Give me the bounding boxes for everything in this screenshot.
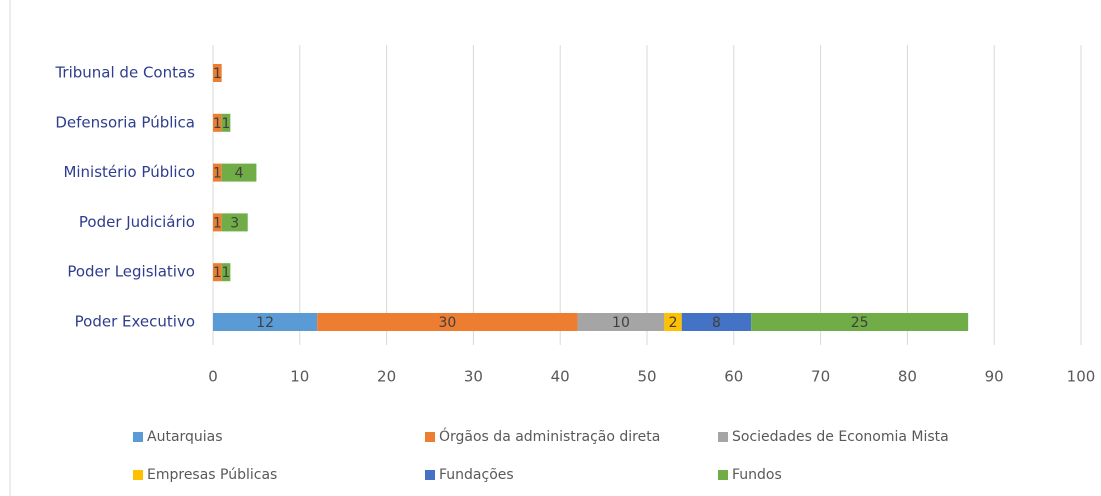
category-label: Poder Executivo [75,313,195,331]
bar-segment [213,263,222,282]
data-label: 30 [438,315,456,331]
bar-segment [751,313,969,331]
x-tick-label: 100 [1067,368,1096,386]
legend-label: Empresas Públicas [147,467,277,483]
legend-swatch [425,432,435,442]
legend-swatch [425,470,435,480]
x-tick-label: 50 [637,368,656,386]
legend-label: Órgãos da administração direta [439,427,660,445]
data-label: 2 [669,315,678,331]
x-tick-label: 80 [898,368,917,386]
data-label: 12 [256,315,274,331]
bar-segment [213,113,222,132]
category-label: Poder Judiciário [79,213,195,231]
x-tick-label: 90 [985,368,1004,386]
x-tick-label: 40 [551,368,570,386]
data-label: 1 [213,265,222,281]
data-label: 1 [213,215,222,231]
bar-segment [221,113,231,132]
x-tick-label: 10 [290,368,309,386]
data-label: 1 [213,166,222,182]
data-label: 1 [213,66,222,82]
legend-label: Fundações [439,467,514,483]
data-label: 1 [213,116,222,132]
data-label: 3 [230,215,239,231]
x-tick-label: 70 [811,368,830,386]
legend-swatch [718,470,728,480]
data-label: 1 [222,265,231,281]
bar-segment [221,163,257,182]
bar-segment [213,213,222,232]
bar-segment [221,213,248,232]
category-label: Poder Legislativo [67,263,195,281]
x-tick-label: 0 [208,368,218,386]
legend-label: Fundos [732,467,782,483]
legend-label: Sociedades de Economia Mista [732,429,949,445]
data-label: 25 [851,315,869,331]
bar-segment [213,163,222,182]
bar-segment [213,313,318,331]
bar-segment [317,313,578,331]
bar-segment [664,313,682,331]
data-label: 10 [612,315,630,331]
bar-segment [221,263,231,282]
data-label: 8 [712,315,721,331]
legend-label: Autarquias [147,429,223,445]
x-tick-label: 20 [377,368,396,386]
legend-swatch [718,432,728,442]
legend-swatch [133,432,143,442]
data-label: 1 [222,116,231,132]
category-label: Ministério Público [63,163,195,181]
bar-segment [213,64,222,82]
category-label: Defensoria Pública [55,113,195,131]
bar-segment [681,313,752,331]
x-tick-label: 30 [464,368,483,386]
x-tick-label: 60 [724,368,743,386]
bar-segment [577,313,665,331]
legend-swatch [133,470,143,480]
category-label: Tribunal de Contas [54,64,195,82]
data-label: 4 [235,166,244,182]
